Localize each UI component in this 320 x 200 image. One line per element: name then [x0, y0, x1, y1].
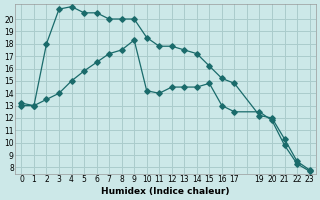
- X-axis label: Humidex (Indice chaleur): Humidex (Indice chaleur): [101, 187, 230, 196]
